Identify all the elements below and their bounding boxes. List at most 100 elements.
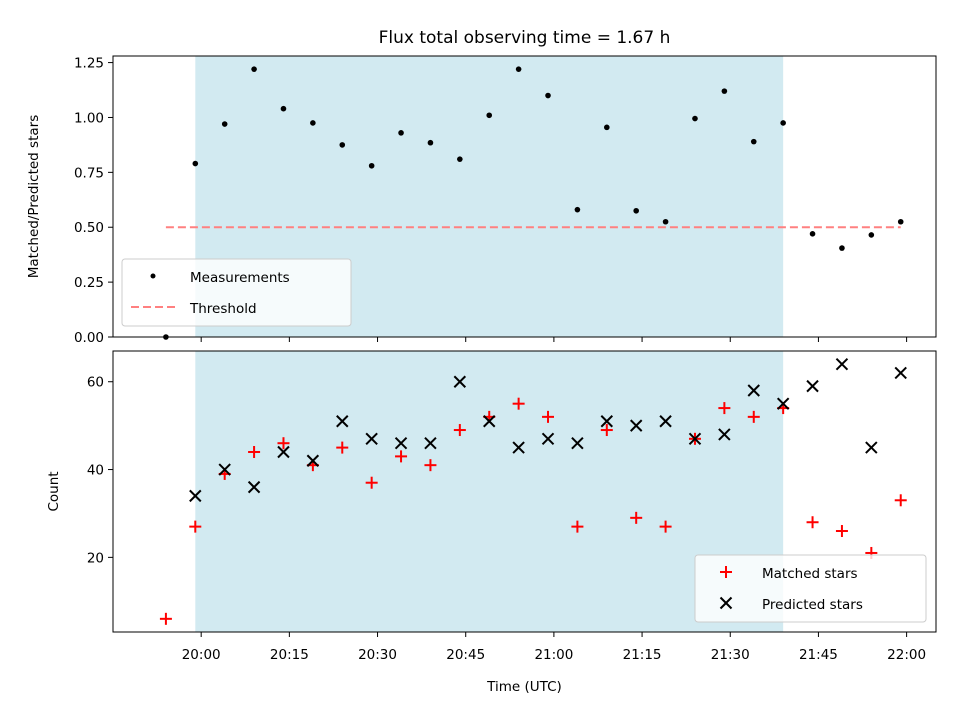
predicted-star-point bbox=[688, 432, 702, 446]
predicted-star-point bbox=[600, 415, 614, 428]
predicted-star-point bbox=[629, 419, 643, 432]
predicted-star-point bbox=[453, 375, 467, 388]
predicted-star-point-b bbox=[189, 489, 202, 503]
predicted-star-point bbox=[247, 480, 261, 494]
predicted-star-point-b bbox=[306, 454, 320, 467]
measurement-point bbox=[310, 120, 316, 126]
bottom-x-ticks: 20:00 20:15 20:30 20:45 21:00 21:15 21:30 21:45… bbox=[182, 632, 926, 663]
measurement-point bbox=[780, 120, 786, 126]
top-legend: Measurements Threshold bbox=[121, 258, 352, 327]
x-tick-label: 21:00 bbox=[534, 647, 573, 663]
predicted-star-point bbox=[718, 428, 731, 441]
predicted-star-point bbox=[365, 432, 378, 446]
predicted-star-point-b bbox=[571, 436, 584, 450]
legend-predicted-stars-marker bbox=[719, 596, 733, 610]
predicted-star-point bbox=[806, 379, 819, 393]
measurement-point bbox=[192, 160, 199, 167]
predicted-star-point-b bbox=[629, 419, 643, 432]
matched-star-point bbox=[453, 424, 466, 437]
matched-star-point bbox=[336, 441, 349, 454]
predicted-star-point-b bbox=[394, 436, 408, 450]
predicted-star-point-b bbox=[453, 375, 467, 388]
measurement-point bbox=[457, 156, 463, 162]
legend-measurements-marker bbox=[150, 273, 156, 279]
matched-stars-points bbox=[159, 397, 907, 625]
x-tick-label: 20:30 bbox=[358, 647, 397, 663]
measurement-point bbox=[368, 162, 375, 169]
predicted-star-point bbox=[277, 445, 290, 459]
matched-star-point bbox=[277, 437, 290, 450]
top-y-axis-label: Matched/Predicted stars bbox=[26, 115, 42, 278]
bottom-y-ticks: 20 40 60 bbox=[87, 375, 113, 566]
bottom-y-axis-label: Count bbox=[46, 471, 62, 511]
predicted-star-point-b bbox=[688, 432, 702, 446]
top-x-ticks bbox=[200, 337, 908, 342]
chart-title: Flux total observing time = 1.67 h bbox=[379, 28, 671, 48]
measurement-point bbox=[398, 130, 404, 136]
top-y-tick-label: 0.50 bbox=[74, 220, 104, 236]
measurement-point bbox=[604, 124, 610, 131]
top-y-tick-label: 0.25 bbox=[74, 275, 104, 291]
x-tick-label: 21:30 bbox=[711, 647, 750, 663]
predicted-star-point-b bbox=[776, 397, 790, 410]
x-tick-label: 21:15 bbox=[623, 647, 662, 663]
measurement-point bbox=[721, 88, 728, 94]
predicted-star-point-b bbox=[600, 415, 614, 428]
matched-star-point bbox=[747, 410, 760, 423]
bottom-panel: 20 40 60 20:00 20:15 20:30 20:45 21:00 21:15 21:… bbox=[46, 350, 937, 695]
predicted-star-point-b bbox=[835, 357, 849, 371]
measurement-point bbox=[251, 66, 257, 72]
legend-measurements-label: Measurements bbox=[190, 270, 290, 286]
measurement-point bbox=[692, 115, 698, 122]
top-legend-box bbox=[121, 258, 352, 327]
predicted-star-point-b bbox=[718, 428, 731, 441]
bottom-legend-box bbox=[694, 554, 927, 623]
predicted-star-point-b bbox=[747, 384, 760, 397]
measurement-point bbox=[515, 66, 522, 72]
predicted-star-point bbox=[776, 397, 790, 410]
top-y-tick-label: 1.25 bbox=[74, 56, 104, 72]
measurement-point bbox=[339, 142, 346, 148]
predicted-star-point-b bbox=[894, 366, 907, 380]
predicted-star-point-b bbox=[483, 415, 496, 428]
top-panel: 0.00 0.25 0.50 0.75 1.00 1.25 Matched/Predict… bbox=[26, 55, 937, 346]
measurement-point bbox=[427, 139, 434, 146]
matched-star-point bbox=[542, 410, 555, 423]
bottom-y-tick-label: 20 bbox=[87, 550, 104, 566]
legend-matched-stars-label: Matched stars bbox=[762, 566, 858, 582]
top-axes-frame bbox=[112, 55, 937, 338]
measurement-point bbox=[839, 245, 845, 251]
matched-star-point bbox=[395, 450, 408, 463]
measurement-point bbox=[574, 206, 581, 213]
legend-threshold-label: Threshold bbox=[189, 301, 257, 317]
top-y-tick-label: 0.00 bbox=[74, 330, 104, 346]
x-tick-label: 22:00 bbox=[887, 647, 926, 663]
predicted-star-point-b bbox=[365, 432, 378, 446]
bottom-y-tick-label: 60 bbox=[87, 375, 104, 391]
matched-star-point bbox=[424, 459, 437, 472]
predicted-stars-points bbox=[189, 357, 907, 503]
matched-star-point bbox=[571, 520, 584, 533]
predicted-star-point-b bbox=[218, 463, 231, 476]
predicted-star-point-b bbox=[806, 379, 819, 393]
measurement-point bbox=[545, 92, 551, 99]
predicted-star-point bbox=[394, 436, 408, 450]
predicted-star-point bbox=[835, 357, 849, 371]
bottom-legend: Matched stars Predicted stars bbox=[694, 554, 927, 623]
matched-star-point bbox=[894, 494, 907, 507]
predicted-star-point bbox=[865, 441, 878, 454]
matched-star-point bbox=[835, 525, 848, 538]
matched-star-point bbox=[248, 445, 261, 458]
top-y-tick-label: 1.00 bbox=[74, 110, 104, 126]
predicted-star-point bbox=[747, 384, 760, 397]
predicted-star-point bbox=[424, 436, 437, 450]
x-tick-label: 20:00 bbox=[182, 647, 221, 663]
x-axis-label: Time (UTC) bbox=[486, 679, 562, 695]
matched-star-point bbox=[512, 397, 525, 410]
predicted-star-point bbox=[894, 366, 907, 380]
predicted-star-point-b bbox=[512, 441, 525, 454]
predicted-star-point bbox=[659, 415, 672, 428]
predicted-star-point-b bbox=[659, 415, 672, 428]
predicted-star-point bbox=[541, 432, 555, 446]
